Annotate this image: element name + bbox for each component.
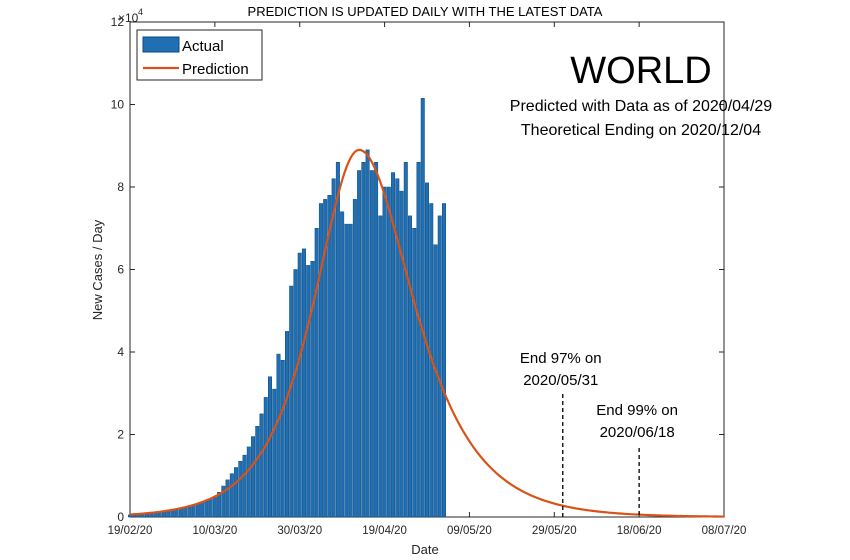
actual-bar xyxy=(344,223,349,518)
x-axis: 19/02/20 10/03/20 30/03/20 19/04/20 09/05/20… xyxy=(108,22,747,537)
actual-bar xyxy=(420,98,425,518)
actual-bar xyxy=(318,203,323,518)
actual-bar xyxy=(255,426,260,518)
actual-bar xyxy=(229,473,234,518)
actual-bar xyxy=(212,496,217,518)
actual-bar xyxy=(297,252,302,518)
annotation-label-line1: End 99% on xyxy=(596,402,678,419)
x-tick-label: 09/05/20 xyxy=(447,525,492,537)
y-exponent-base: ×10 xyxy=(118,11,139,25)
subtitle-line-2: Theoretical Ending on 2020/12/04 xyxy=(521,122,761,139)
chart-title: PREDICTION IS UPDATED DAILY WITH THE LAT… xyxy=(248,4,603,19)
actual-bar xyxy=(289,285,294,518)
actual-bar xyxy=(268,376,273,518)
actual-bar xyxy=(234,467,239,518)
actual-bar xyxy=(246,446,251,518)
actual-bar xyxy=(335,162,340,518)
legend-prediction-label: Prediction xyxy=(182,61,249,78)
y-tick-label: 0 xyxy=(117,510,124,524)
y-tick-label: 6 xyxy=(117,263,124,277)
actual-bar xyxy=(369,170,374,518)
actual-bar xyxy=(276,353,281,518)
actual-bar xyxy=(293,269,298,518)
annotations: End 97% on 2020/05/31 End 99% on 2020/06/18 xyxy=(520,350,678,517)
actual-bar xyxy=(310,261,315,518)
actual-bar xyxy=(263,397,268,518)
actual-bar xyxy=(403,162,408,518)
actual-bar xyxy=(378,215,383,518)
actual-bar xyxy=(251,436,256,518)
actual-bar xyxy=(301,248,306,518)
annotation-label-line2: 2020/05/31 xyxy=(523,372,598,389)
annotation-label-line1: End 97% on xyxy=(520,350,602,367)
y-tick-label: 8 xyxy=(117,180,124,194)
actual-bar xyxy=(238,461,243,518)
actual-bar xyxy=(200,501,205,518)
actual-bar xyxy=(399,190,404,518)
actual-bar xyxy=(323,199,328,518)
actual-bar xyxy=(195,503,200,518)
actual-bar xyxy=(272,388,277,518)
legend-actual-swatch xyxy=(142,36,180,53)
x-tick-label: 29/05/20 xyxy=(532,525,577,537)
actual-bar xyxy=(408,215,413,518)
prediction-line xyxy=(129,148,725,518)
y-tick-label: 10 xyxy=(111,98,125,112)
actual-bar xyxy=(331,178,336,518)
actual-bar xyxy=(437,215,442,518)
actual-bar xyxy=(357,170,362,518)
actual-bar xyxy=(412,228,417,518)
y-tick-label: 12 xyxy=(111,15,125,29)
y-tick-label: 4 xyxy=(117,345,124,359)
actual-bar xyxy=(365,149,370,518)
actual-bar xyxy=(191,504,196,518)
legend-actual-label: Actual xyxy=(182,38,224,55)
subtitle-line-1: Predicted with Data as of 2020/04/29 xyxy=(510,98,772,115)
actual-bar xyxy=(280,360,285,518)
actual-bar xyxy=(433,244,438,518)
actual-bar xyxy=(327,195,332,518)
actual-bar xyxy=(382,186,387,518)
y-tick-label: 2 xyxy=(117,428,124,442)
actual-bar xyxy=(441,203,446,518)
y-axis-label: New Cases / Day xyxy=(90,219,105,320)
actual-bars xyxy=(128,98,446,518)
actual-bar xyxy=(374,162,379,518)
x-tick-label: 18/06/20 xyxy=(617,525,662,537)
x-tick-label: 19/04/20 xyxy=(362,525,407,537)
actual-bar xyxy=(391,172,396,518)
actual-bar xyxy=(259,413,264,518)
x-tick-label: 19/02/20 xyxy=(108,525,153,537)
actual-bar xyxy=(217,492,222,518)
actual-bar xyxy=(225,479,230,518)
actual-bar xyxy=(314,228,319,518)
actual-bar xyxy=(306,265,311,518)
actual-bar xyxy=(416,162,421,518)
annotation-label-line2: 2020/06/18 xyxy=(600,424,675,441)
actual-bar xyxy=(284,331,289,518)
actual-bar xyxy=(386,186,391,518)
actual-bar xyxy=(395,178,400,518)
actual-bar xyxy=(204,500,209,518)
y-axis: 0 2 4 6 8 10 12 xyxy=(111,15,724,524)
actual-bar xyxy=(128,514,132,518)
x-tick-label: 30/03/20 xyxy=(277,525,322,537)
actual-bar xyxy=(348,223,353,518)
actual-bar xyxy=(208,498,213,518)
legend: Actual Prediction xyxy=(136,29,263,81)
x-axis-label: Date xyxy=(411,542,438,557)
y-exponent-power: 4 xyxy=(138,7,143,17)
actual-bar xyxy=(221,485,226,518)
x-tick-label: 10/03/20 xyxy=(192,525,237,537)
actual-bar xyxy=(361,162,366,518)
actual-bar xyxy=(242,454,247,518)
x-tick-label: 08/07/20 xyxy=(702,525,747,537)
region-label: WORLD xyxy=(570,50,711,92)
actual-bar xyxy=(340,211,345,518)
actual-bar xyxy=(352,199,357,518)
